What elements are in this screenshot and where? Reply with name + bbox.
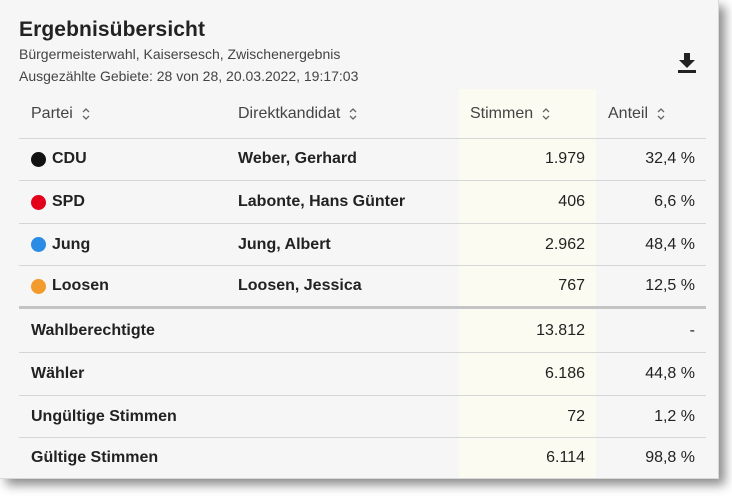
- sort-icon: [82, 107, 90, 120]
- summary-label: Gültige Stimmen: [31, 449, 159, 466]
- download-icon[interactable]: [677, 52, 697, 74]
- column-header-candidate-label: Direktkandidat: [238, 104, 341, 122]
- share-value: 12,5 %: [645, 277, 695, 294]
- candidate-name: Jung, Albert: [238, 235, 331, 253]
- summary-share: -: [689, 321, 695, 339]
- table-row: Loosen Loosen, Jessica 767 12,5 %: [19, 266, 706, 309]
- table-row: SPD Labonte, Hans Günter 406 6,6 %: [19, 181, 706, 224]
- votes-value: 767: [558, 277, 585, 294]
- summary-votes: 6.114: [546, 449, 585, 466]
- party-cell: CDU: [31, 138, 87, 180]
- party-name: Loosen: [52, 277, 109, 294]
- share-value: 6,6 %: [654, 193, 695, 210]
- party-cell: SPD: [31, 181, 85, 223]
- party-name: Jung: [52, 235, 91, 253]
- election-subtitle: Bürgermeisterwahl, Kaisersesch, Zwischen…: [19, 46, 341, 62]
- candidate-name: Loosen, Jessica: [238, 277, 362, 294]
- party-cell: Jung: [31, 224, 90, 265]
- summary-label: Ungültige Stimmen: [31, 407, 177, 425]
- share-value: 32,4 %: [645, 150, 695, 167]
- party-color-dot: [31, 278, 46, 294]
- results-card: Ergebnisübersicht Bürgermeisterwahl, Kai…: [0, 0, 719, 479]
- summary-row: Wähler 6.186 44,8 %: [19, 353, 706, 396]
- page-title: Ergebnisübersicht: [19, 18, 206, 41]
- party-color-dot: [31, 194, 46, 210]
- party-name: CDU: [52, 150, 87, 167]
- column-header-votes[interactable]: Stimmen: [470, 89, 551, 138]
- table-header: Partei Direktkandidat Stimmen Anteil: [19, 89, 706, 139]
- column-header-party-label: Partei: [31, 104, 73, 122]
- votes-value: 2.962: [544, 235, 585, 253]
- summary-label: Wahlberechtigte: [31, 321, 155, 339]
- sort-icon: [542, 107, 550, 120]
- party-color-dot: [31, 151, 46, 167]
- sort-icon: [657, 107, 665, 120]
- candidate-name: Labonte, Hans Günter: [238, 193, 406, 210]
- summary-row: Wahlberechtigte 13.812 -: [19, 309, 706, 353]
- summary-label: Wähler: [31, 365, 85, 382]
- sort-icon: [349, 107, 357, 120]
- candidate-name: Weber, Gerhard: [238, 150, 357, 167]
- votes-value: 1.979: [544, 150, 585, 167]
- summary-votes: 13.812: [536, 321, 585, 339]
- party-cell: Loosen: [31, 266, 109, 306]
- party-color-dot: [31, 237, 46, 252]
- column-header-candidate[interactable]: Direktkandidat: [238, 89, 358, 138]
- summary-votes: 6.186: [544, 365, 585, 382]
- summary-share: 1,2 %: [654, 407, 695, 425]
- column-header-share-label: Anteil: [608, 104, 649, 122]
- summary-row: Ungültige Stimmen 72 1,2 %: [19, 396, 706, 438]
- table-row: CDU Weber, Gerhard 1.979 32,4 %: [19, 138, 706, 181]
- column-header-votes-label: Stimmen: [470, 104, 534, 122]
- votes-column-highlight: [459, 89, 596, 478]
- column-header-party[interactable]: Partei: [31, 89, 91, 138]
- counted-areas-info: Ausgezählte Gebiete: 28 von 28, 20.03.20…: [19, 68, 359, 84]
- summary-votes: 72: [567, 407, 585, 425]
- share-value: 48,4 %: [645, 235, 695, 253]
- summary-share: 44,8 %: [645, 365, 695, 382]
- table-row: Jung Jung, Albert 2.962 48,4 %: [19, 224, 706, 266]
- summary-row: Gültige Stimmen 6.114 98,8 %: [19, 438, 706, 478]
- summary-share: 98,8 %: [645, 449, 695, 466]
- votes-value: 406: [558, 193, 585, 210]
- party-name: SPD: [52, 193, 85, 210]
- column-header-share[interactable]: Anteil: [608, 89, 666, 138]
